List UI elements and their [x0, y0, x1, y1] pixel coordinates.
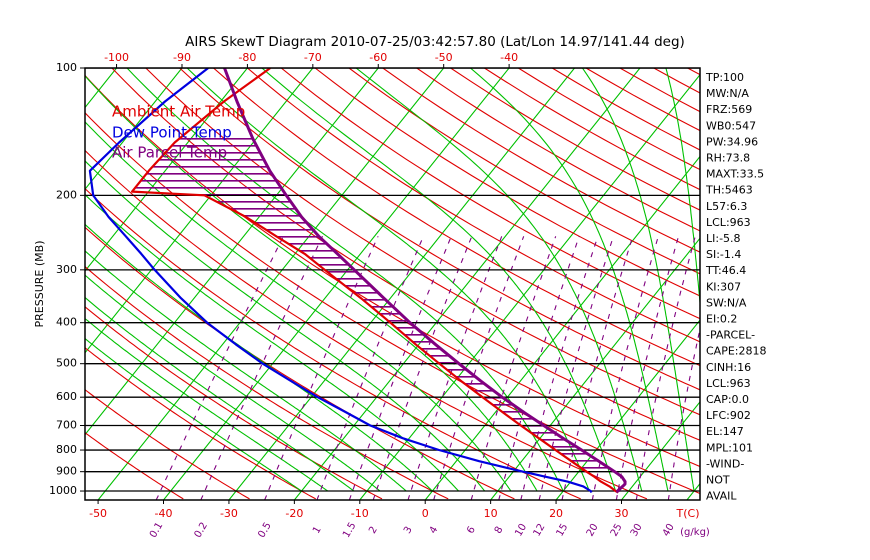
stat-line: -WIND- — [706, 457, 744, 470]
pressure-tick-label: 100 — [56, 61, 77, 74]
mixing-ratio-tick-label: 6 — [465, 525, 478, 536]
pressure-tick-label: 200 — [56, 188, 77, 201]
pressure-tick-label: 500 — [56, 357, 77, 370]
stat-line: MPL:101 — [706, 441, 753, 454]
stat-line: SW:N/A — [706, 296, 747, 309]
sounding-curves — [88, 68, 627, 494]
stat-line: CAP:0.0 — [706, 393, 749, 406]
bottom-temp-tick-label: 10 — [484, 507, 498, 520]
bottom-temp-tick-label: -30 — [220, 507, 238, 520]
temp-axis-label: T(C) — [676, 507, 700, 520]
mixing-ratio-tick-label: 15 — [555, 522, 571, 539]
bottom-temp-tick-label: -40 — [155, 507, 173, 520]
cape-hatch-area — [135, 137, 609, 469]
pressure-tick-label: 900 — [56, 465, 77, 478]
mixing-ratio-tick-label: 8 — [493, 525, 506, 536]
mixing-ratio-tick-label: 0.5 — [256, 521, 273, 540]
top-temp-tick-label: -90 — [173, 51, 191, 64]
stat-line: TT:46.4 — [705, 264, 746, 277]
stat-line: EL:147 — [706, 425, 744, 438]
mixing-ratio-tick-label: 4 — [428, 525, 441, 536]
stat-line: EI:0.2 — [706, 313, 737, 326]
stat-line: NOT — [706, 474, 730, 487]
stat-line: FRZ:569 — [706, 103, 752, 116]
stat-line: MAXT:33.5 — [706, 168, 764, 181]
stat-line: CINH:16 — [706, 361, 751, 374]
stat-line: MW:N/A — [706, 87, 749, 100]
plot-frame — [80, 64, 701, 504]
stat-line: AVAIL — [706, 490, 737, 503]
top-temp-tick-label: -40 — [500, 51, 518, 64]
pressure-tick-label: 800 — [56, 443, 77, 456]
pressure-tick-label: 600 — [56, 390, 77, 403]
bottom-temp-tick-label: -20 — [285, 507, 303, 520]
mixing-ratio-tick-label: 20 — [585, 522, 601, 539]
mixing-ratio-tick-label: 3 — [402, 525, 415, 536]
stat-line: TH:5463 — [705, 184, 753, 197]
legend-block: Ambient Air Temp Dew Point Temp Air Parcel… — [112, 103, 245, 162]
pressure-tick-label: 300 — [56, 263, 77, 276]
bottom-temp-tick-label: 20 — [549, 507, 563, 520]
stat-line: LFC:902 — [706, 409, 751, 422]
stat-line: KI:307 — [706, 280, 741, 293]
mixing-ratio-tick-label: 30 — [629, 522, 645, 539]
mixing-ratio-tick-label: 10 — [513, 522, 529, 539]
stat-line: PW:34.96 — [706, 135, 758, 148]
stats-panel: TP:100 MW:N/A FRZ:569 WB0:547 PW:34.96 RH:73.… — [705, 71, 767, 503]
bottom-temp-tick-label: -10 — [351, 507, 369, 520]
top-temp-tick-label: -80 — [238, 51, 256, 64]
stat-line: L57:6.3 — [706, 200, 747, 213]
legend-parcel-label: Air Parcel Temp — [112, 144, 227, 162]
bottom-temp-tick-label: 30 — [614, 507, 628, 520]
stat-line: LI:-5.8 — [706, 232, 741, 245]
mixing-ratio-tick-label: 0.1 — [148, 521, 165, 540]
pressure-tick-label: 700 — [56, 419, 77, 432]
page-title: AIRS SkewT Diagram 2010-07-25/03:42:57.8… — [185, 34, 685, 50]
bottom-temp-tick-label: -50 — [89, 507, 107, 520]
stat-line: LCL:963 — [706, 377, 751, 390]
mixing-ratio-tick-label: 1 — [311, 525, 324, 536]
stat-line: SI:-1.4 — [706, 248, 741, 261]
legend-ambient-label: Ambient Air Temp — [112, 103, 245, 121]
top-temp-tick-label: -60 — [369, 51, 387, 64]
pressure-tick-label: 400 — [56, 316, 77, 329]
stat-line: WB0:547 — [706, 119, 756, 132]
top-temp-tick-label: -100 — [104, 51, 129, 64]
stat-line: -PARCEL- — [706, 329, 755, 342]
pressure-tick-label: 1000 — [49, 484, 77, 497]
stat-line: TP:100 — [705, 71, 744, 84]
stat-line: CAPE:2818 — [706, 345, 767, 358]
pressure-axis-label: PRESSURE (MB) — [33, 241, 46, 328]
stat-line: RH:73.8 — [706, 152, 750, 165]
stat-line: LCL:963 — [706, 216, 751, 229]
mixing-ratio-tick-label: 0.2 — [193, 521, 210, 540]
mixing-axis-label: (g/kg) — [680, 527, 710, 538]
top-temp-tick-label: -50 — [435, 51, 453, 64]
mixing-ratio-tick-label: 12 — [532, 522, 548, 539]
mixing-ratio-tick-label: 40 — [661, 522, 677, 539]
mixing-ratio-tick-label: 2 — [367, 525, 380, 536]
mixing-ratio-tick-label: 1.5 — [341, 521, 358, 540]
mixing-ratio-tick-label: 25 — [609, 522, 625, 539]
top-temp-tick-label: -70 — [304, 51, 322, 64]
axis-labels: 1002003004005006007008009001000PRESSURE … — [33, 51, 710, 540]
legend-dewpoint-label: Dew Point Temp — [112, 124, 232, 142]
bottom-temp-tick-label: 0 — [422, 507, 429, 520]
moist-adiabat-lines — [85, 68, 700, 492]
